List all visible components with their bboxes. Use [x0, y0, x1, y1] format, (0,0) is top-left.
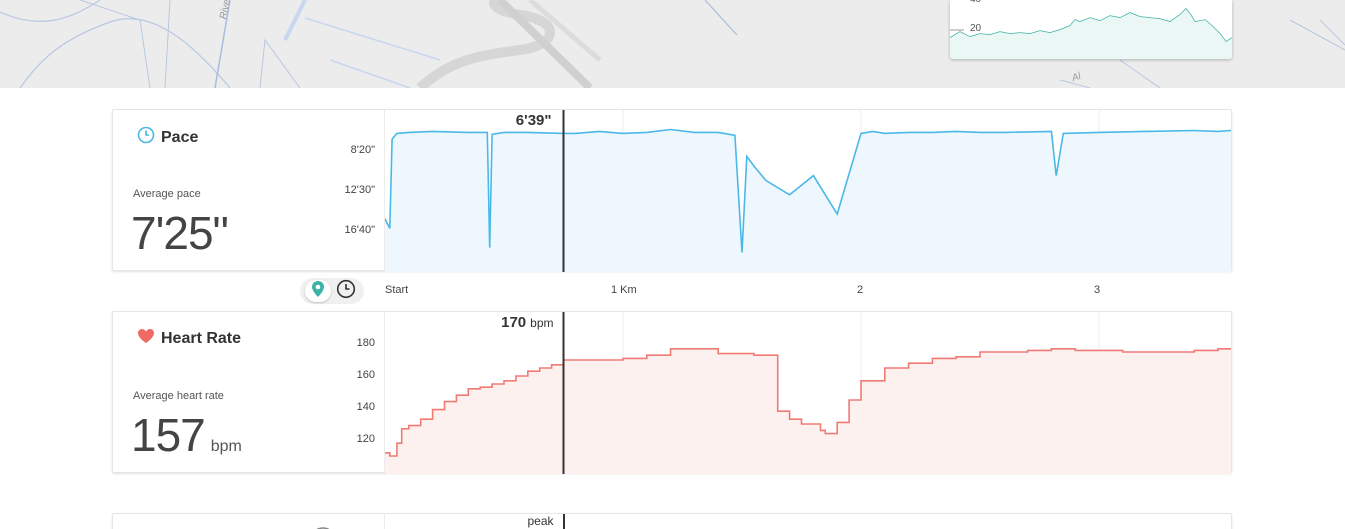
heart-rate-cursor-value: 170 bpm — [501, 314, 553, 331]
peak-cursor-label: peak — [527, 514, 554, 528]
time-mode-button[interactable] — [333, 279, 359, 304]
pace-card: Pace Average pace 7'25" 8'20" 12'30" 16'… — [112, 109, 1279, 272]
location-pin-icon — [311, 280, 325, 303]
hr-y-tick: 120 — [356, 433, 375, 445]
pace-y-tick: 8'20" — [350, 144, 375, 156]
mini-elevation-chart: 40 20 — [950, 0, 1232, 59]
clock-icon — [336, 279, 356, 304]
heart-rate-title: Heart Rate — [137, 328, 241, 349]
heart-rate-chart[interactable]: 170 bpm — [385, 312, 1278, 474]
x-tick-start: Start — [385, 284, 409, 296]
pace-chart-svg[interactable] — [384, 110, 1279, 272]
peak-chart-svg — [563, 514, 565, 529]
average-heart-rate: 157 bpm — [131, 408, 242, 462]
peak-info — [113, 514, 385, 529]
mini-chart-tick: 20 — [970, 23, 982, 34]
hr-line — [385, 346, 1278, 457]
distance-mode-button[interactable] — [305, 280, 331, 302]
average-heart-rate-value: 157 — [131, 409, 206, 461]
average-pace-value: 7'25" — [131, 207, 229, 259]
heart-rate-cursor-unit: bpm — [530, 316, 554, 330]
average-pace-label: Average pace — [133, 188, 201, 200]
pace-chart[interactable]: 6'39" — [384, 110, 1279, 272]
average-heart-rate-label: Average heart rate — [133, 390, 224, 402]
heart-rate-title-text: Heart Rate — [161, 329, 242, 347]
pace-y-tick: 12'30" — [344, 184, 375, 196]
peak-card: peak — [112, 513, 1232, 529]
x-tick-2: 2 — [857, 284, 864, 296]
heart-rate-chart-svg[interactable] — [385, 312, 1278, 474]
hr-area — [385, 347, 1278, 474]
x-axis-row: Start 1 Km 2 3 — [112, 278, 1232, 304]
mini-chart-tick: 40 — [970, 0, 981, 5]
heart-rate-info: Heart Rate Average heart rate 157 bpm 120… — [113, 312, 385, 472]
pace-y-tick: 16'40" — [344, 224, 375, 236]
pace-title-text: Pace — [161, 128, 199, 146]
map-roads — [0, 0, 1345, 88]
heart-rate-cursor-number: 170 — [501, 314, 527, 331]
hr-y-tick: 180 — [356, 337, 375, 349]
heart-rate-card: Heart Rate Average heart rate 157 bpm 120… — [112, 311, 1278, 474]
mini-chart-plot — [950, 7, 1232, 59]
pace-title: Pace — [137, 126, 198, 149]
pace-line — [384, 127, 1279, 253]
pace-cursor-value: 6'39" — [515, 112, 552, 129]
peak-chart[interactable]: peak — [385, 514, 1231, 529]
partial-icon — [316, 527, 330, 529]
x-tick-3: 3 — [1094, 284, 1101, 296]
average-heart-rate-unit: bpm — [210, 438, 242, 455]
axis-mode-toggle[interactable] — [300, 278, 364, 304]
pace-area — [385, 128, 1278, 272]
hr-y-tick: 160 — [356, 369, 375, 381]
x-tick-1km: 1 Km — [611, 284, 637, 296]
clock-icon — [137, 126, 155, 149]
hr-y-tick: 140 — [356, 401, 375, 413]
heart-icon — [137, 328, 155, 349]
route-map[interactable]: River C Al 40 20 — [0, 0, 1345, 88]
pace-info: Pace Average pace 7'25" 8'20" 12'30" 16'… — [113, 110, 385, 270]
